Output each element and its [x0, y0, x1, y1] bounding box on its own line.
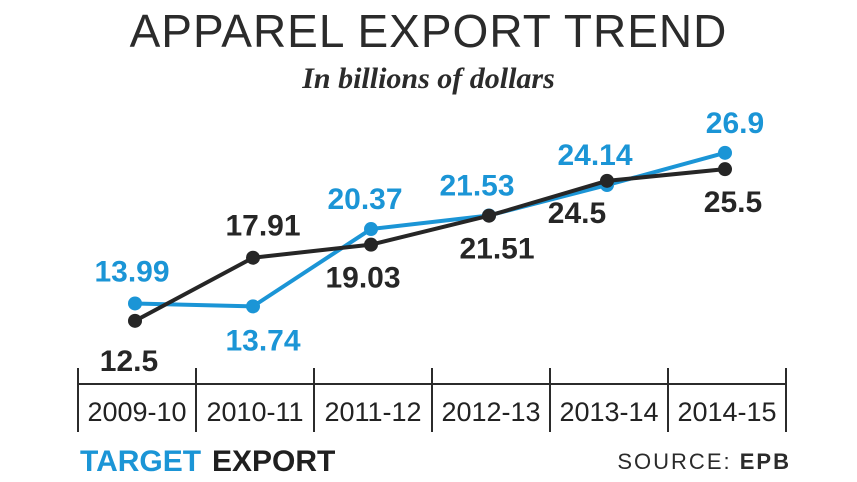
data-label-export: 25.5 — [704, 186, 762, 219]
source-note: SOURCE: EPB — [617, 449, 791, 475]
data-point-export — [482, 208, 496, 223]
x-tick-label: 2012-13 — [441, 397, 540, 427]
data-point-target — [718, 145, 732, 160]
data-label-target: 24.14 — [557, 139, 632, 172]
data-point-export — [246, 250, 260, 265]
data-label-target: 13.99 — [94, 255, 169, 288]
data-label-export: 17.91 — [225, 210, 300, 243]
source-label: SOURCE: — [617, 449, 732, 474]
data-label-target: 21.53 — [439, 169, 514, 202]
x-tick-label: 2014-15 — [677, 397, 776, 427]
data-label-export: 12.5 — [100, 345, 158, 378]
data-point-export — [364, 237, 378, 252]
x-tick-label: 2013-14 — [559, 397, 658, 427]
data-point-target — [364, 222, 378, 237]
data-label-target: 13.74 — [225, 324, 300, 357]
data-label-export: 21.51 — [459, 233, 534, 266]
data-point-export — [600, 173, 614, 188]
data-point-target — [128, 296, 142, 311]
data-point-export — [718, 162, 732, 177]
source-value: EPB — [739, 449, 791, 474]
data-label-export: 19.03 — [325, 262, 400, 295]
data-label-target: 20.37 — [327, 183, 402, 216]
series-line-export — [134, 167, 726, 323]
x-tick-label: 2009-10 — [87, 397, 186, 427]
legend-target: TARGET — [80, 445, 202, 478]
data-label-target: 26.9 — [706, 107, 764, 140]
x-tick-label: 2010-11 — [206, 397, 303, 427]
legend-export: EXPORT — [212, 445, 336, 478]
chart-subtitle: In billions of dollars — [302, 62, 555, 95]
data-point-export — [128, 313, 142, 328]
chart-title: APPAREL EXPORT TREND — [129, 5, 728, 57]
data-label-export: 24.5 — [548, 197, 606, 230]
x-tick-label: 2011-12 — [324, 397, 421, 427]
data-point-target — [246, 299, 260, 314]
